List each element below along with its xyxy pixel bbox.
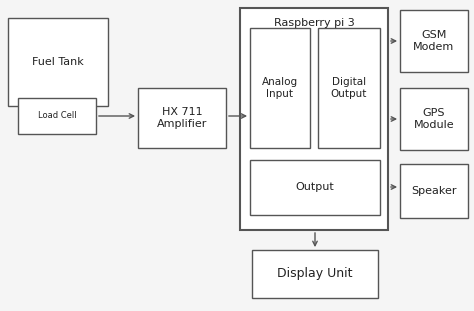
Bar xyxy=(240,8,388,230)
Bar xyxy=(250,160,380,215)
Bar xyxy=(400,164,468,218)
Text: Display Unit: Display Unit xyxy=(277,267,353,281)
Bar xyxy=(318,28,380,148)
Text: GPS
Module: GPS Module xyxy=(414,108,454,130)
Text: Raspberry pi 3: Raspberry pi 3 xyxy=(273,18,355,28)
Bar xyxy=(138,88,226,148)
Text: Output: Output xyxy=(296,183,334,193)
Text: GSM
Modem: GSM Modem xyxy=(413,30,455,52)
Text: HX 711
Amplifier: HX 711 Amplifier xyxy=(157,107,207,129)
Text: Digital
Output: Digital Output xyxy=(331,77,367,99)
Bar xyxy=(400,88,468,150)
Text: Analog
Input: Analog Input xyxy=(262,77,298,99)
Text: Speaker: Speaker xyxy=(411,186,457,196)
Bar xyxy=(400,10,468,72)
Text: Load Cell: Load Cell xyxy=(38,112,76,120)
Bar xyxy=(18,98,96,134)
Text: Fuel Tank: Fuel Tank xyxy=(32,57,84,67)
Bar xyxy=(250,28,310,148)
Bar xyxy=(252,250,378,298)
Bar xyxy=(8,18,108,106)
